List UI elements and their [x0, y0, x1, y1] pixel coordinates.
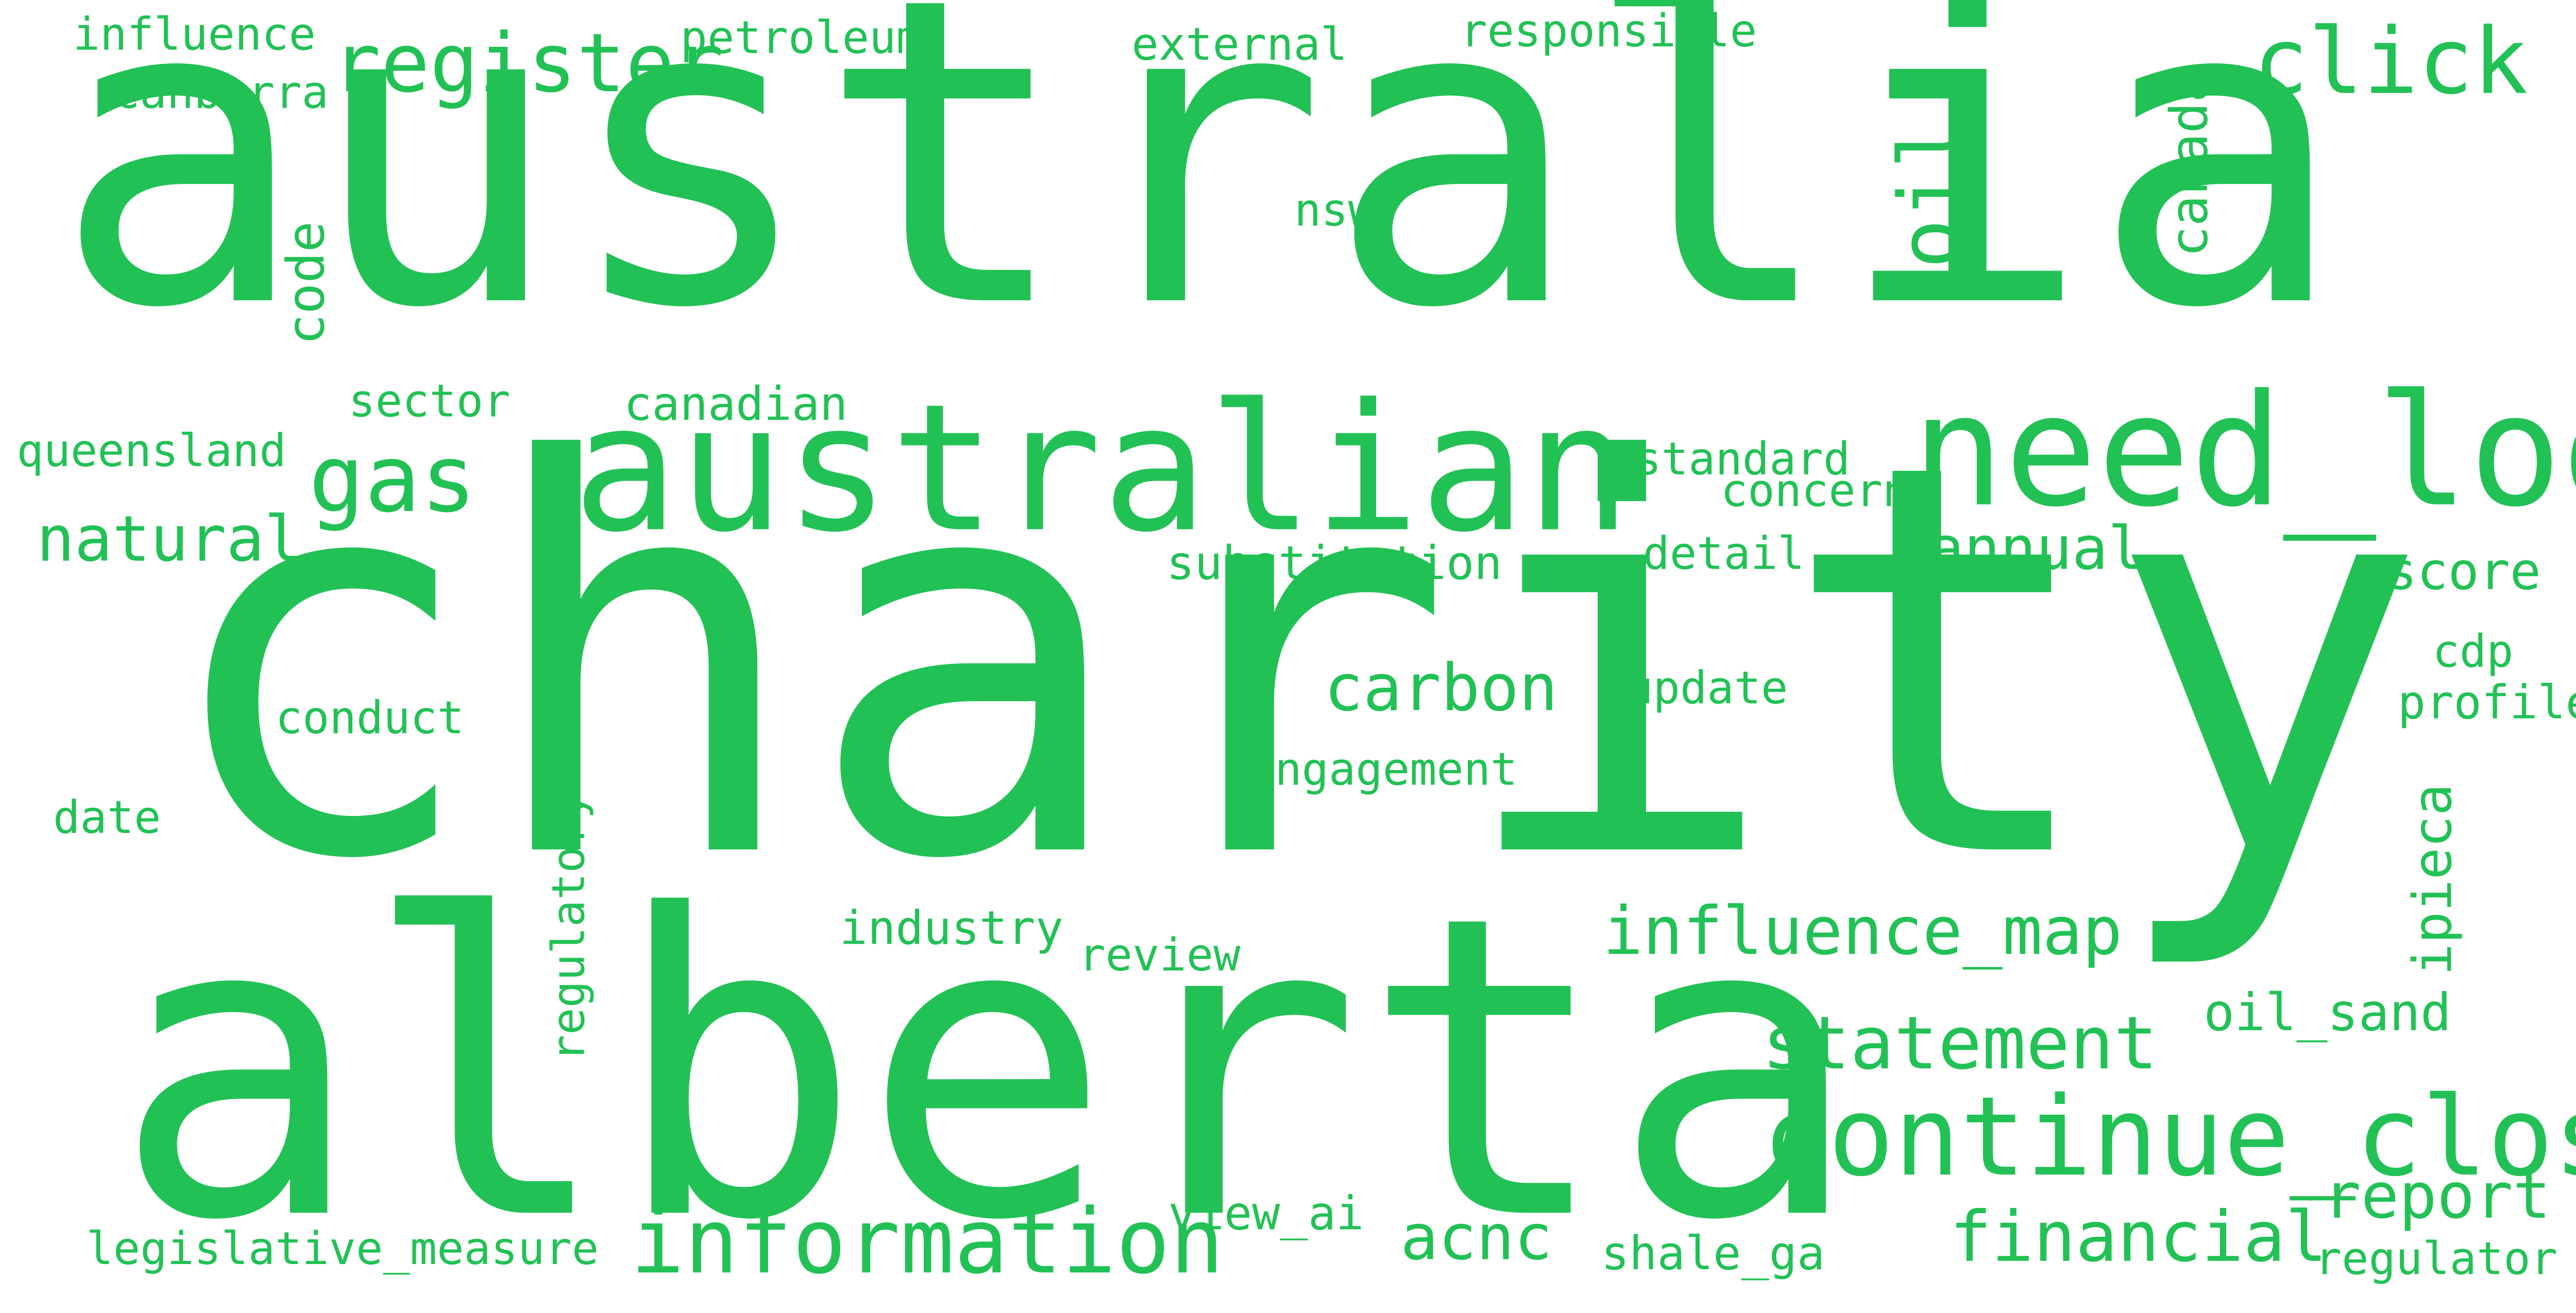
word-petroleum: petroleum [680, 13, 923, 65]
word-oil: oil [1882, 118, 1978, 269]
word-external: external [1131, 20, 1348, 72]
word-sector: sector [348, 377, 511, 428]
word-natural: natural [36, 502, 302, 576]
word-review: review [1078, 930, 1241, 982]
word-acnc: acnc [1400, 1201, 1553, 1274]
word-standard: standard [1634, 434, 1851, 486]
word-conduct: conduct [275, 693, 465, 745]
word-canadian: canadian [623, 377, 848, 432]
word-update: update [1626, 663, 1788, 715]
word-industry: industry [839, 900, 1064, 956]
word-continue-close: continue_close [1762, 1073, 2576, 1201]
word-shale-ga: shale_ga [1601, 1226, 1825, 1281]
word-oil-sand: oil_sand [2204, 983, 2451, 1044]
word-cdp: cdp [2432, 627, 2514, 679]
word-code: code [277, 221, 337, 345]
word-canada: canada [2160, 71, 2221, 258]
word-annual: annual [1928, 516, 2144, 584]
word-ipieca: ipieca [2401, 783, 2464, 976]
word-register: register [332, 16, 724, 111]
word-concern: concern [1720, 466, 1910, 518]
word-carbon: carbon [1324, 652, 1558, 727]
word-click: click [2253, 8, 2528, 115]
word-australia: australia [53, 0, 2346, 402]
word-regulatory: regulatory [544, 792, 596, 1062]
word-substitution: substitution [1166, 536, 1502, 591]
word-view-ai: view_ai [1168, 1186, 1364, 1241]
word-report: report [2323, 1159, 2551, 1233]
word-queensland: queensland [16, 426, 286, 478]
word-canberra: canberra [113, 68, 329, 120]
word-detail: detail [1642, 529, 1805, 581]
word-australian: australian [572, 366, 1632, 571]
word-need-log: need_log [1911, 362, 2576, 541]
word-influence: influence [73, 10, 316, 62]
word-engagement: engagement [1247, 745, 1518, 796]
word-charity: charity [156, 348, 2429, 977]
word-nsw: nsw [1294, 185, 1376, 237]
word-alberta: alberta [113, 828, 1861, 1311]
word-profile: profile [2397, 675, 2576, 730]
word-statement: statement [1762, 1002, 2158, 1087]
word-responsible: responsible [1460, 6, 1757, 58]
word-legislative-measure: legislative_measure [86, 1224, 599, 1276]
word-date: date [53, 793, 161, 845]
word-score: score [2386, 542, 2541, 603]
word-gas: gas [309, 426, 477, 535]
word-influence-map: influence_map [1603, 894, 2123, 971]
word-regulator: regulator [2314, 1234, 2558, 1286]
word-information: information [630, 1189, 1224, 1294]
word-financial: financial [1950, 1196, 2328, 1277]
